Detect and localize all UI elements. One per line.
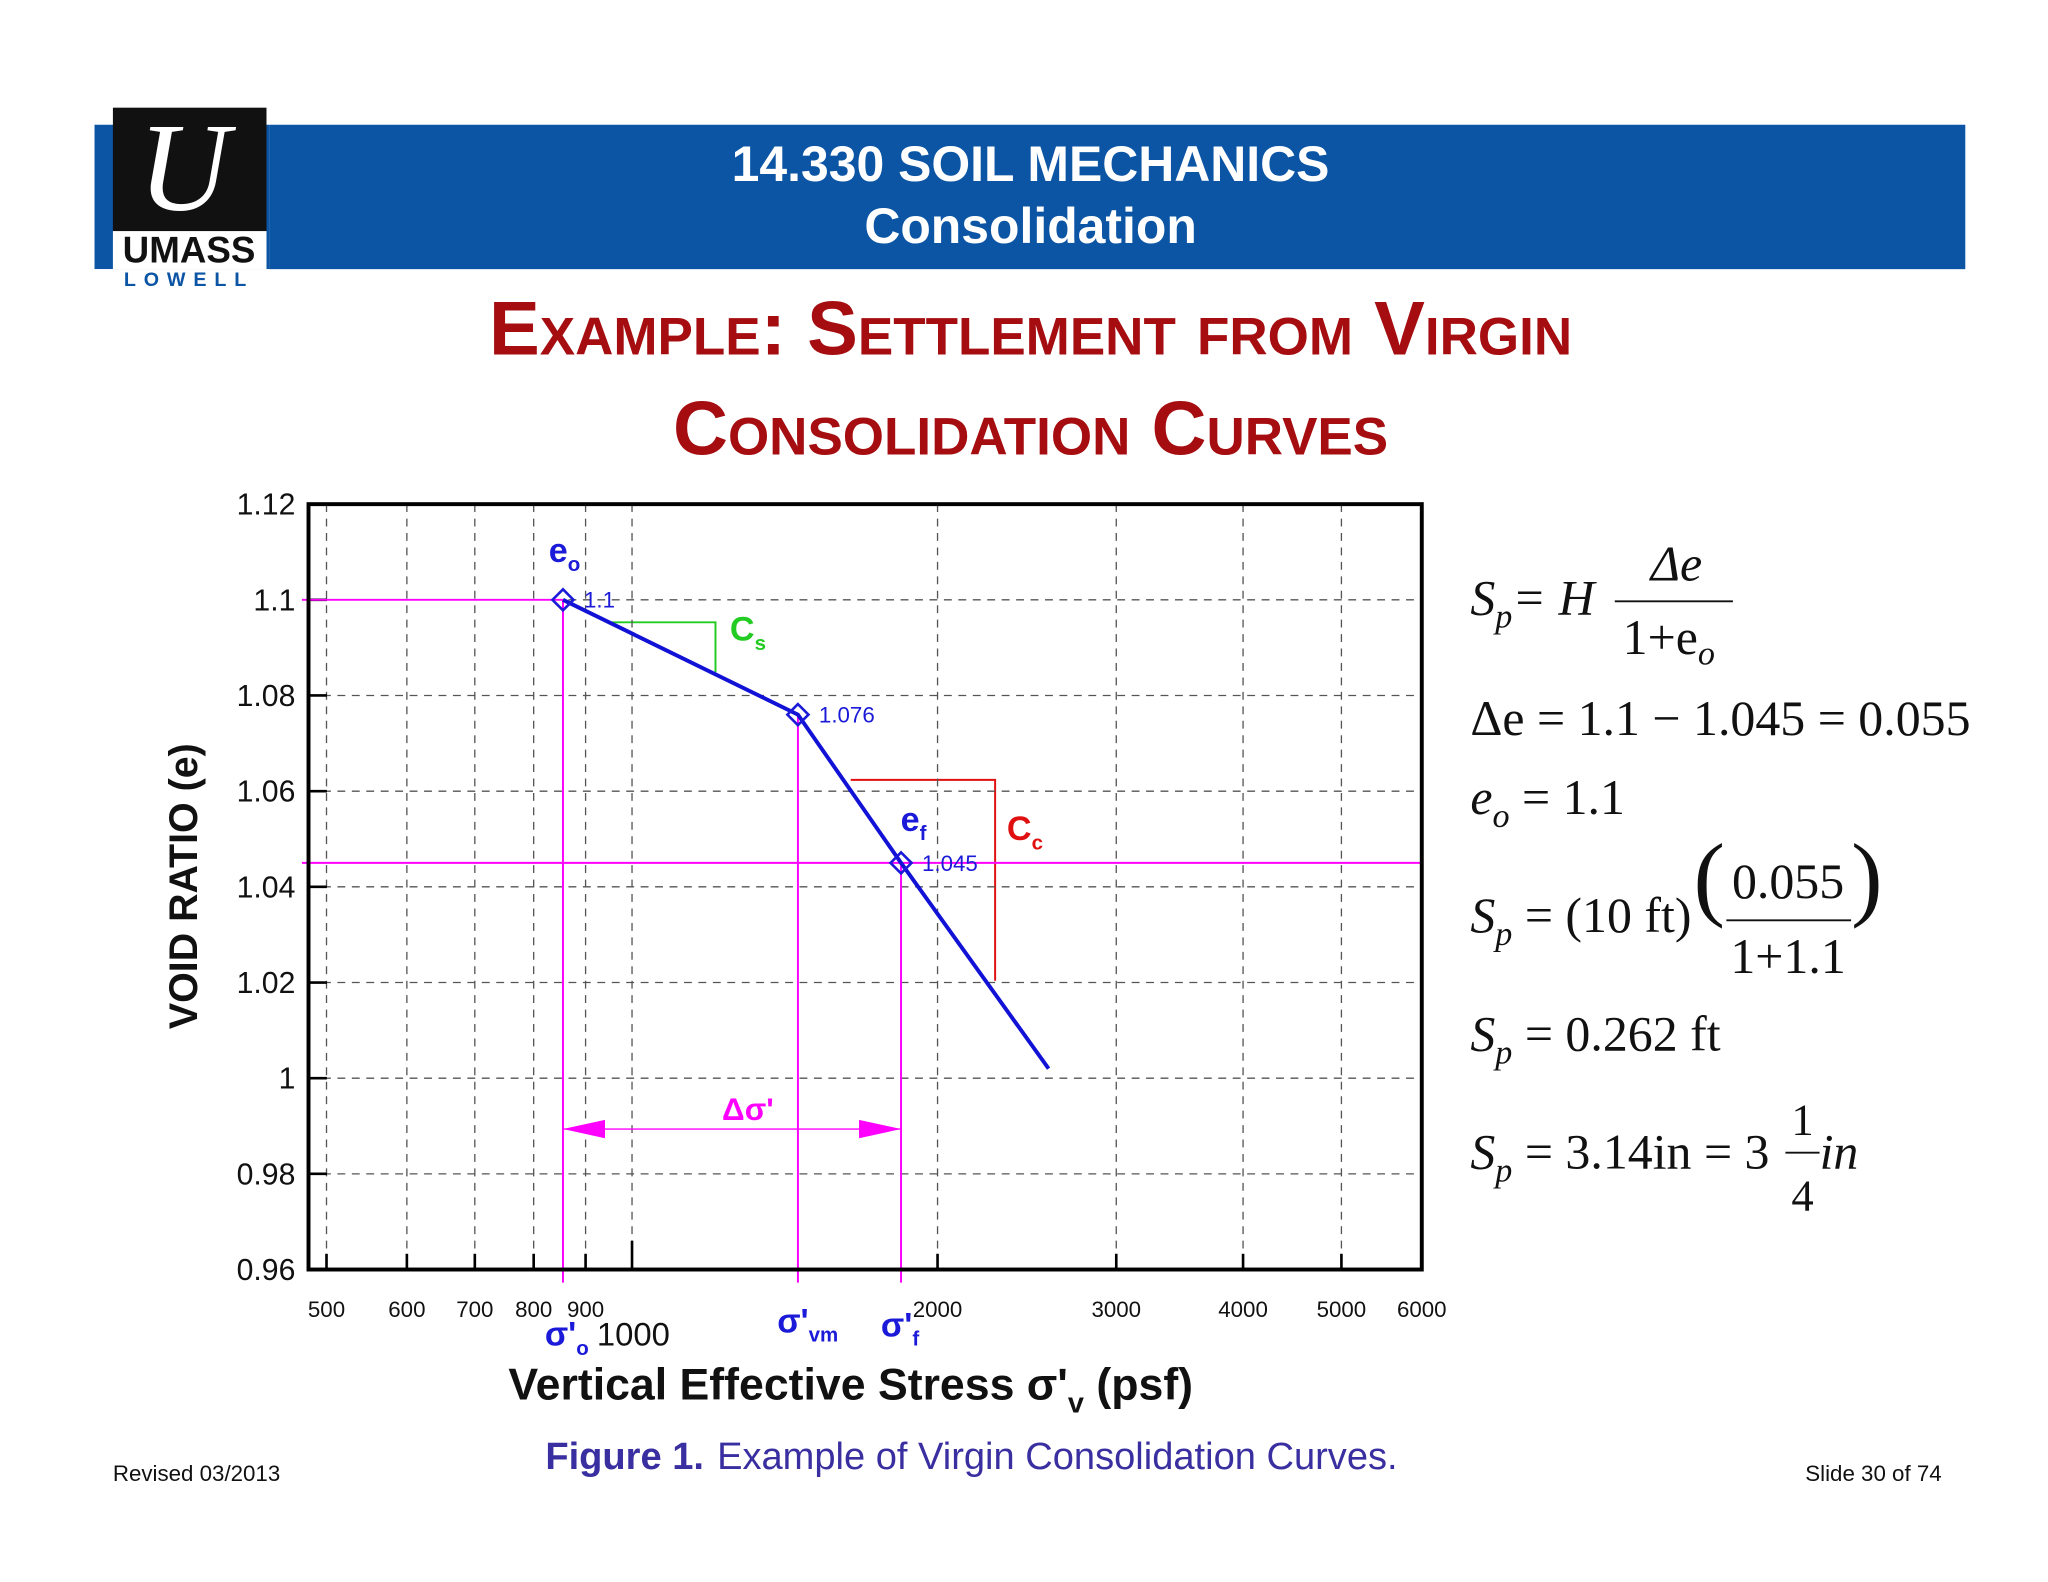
- course-title: 14.330 SOIL MECHANICS: [732, 136, 1330, 192]
- annotation-sub: s: [755, 632, 766, 655]
- logo-text-bg: [112, 231, 267, 270]
- x-tick-label: 500: [308, 1297, 345, 1322]
- paren: ): [1851, 825, 1882, 929]
- course-topic: Consolidation: [864, 198, 1196, 254]
- equation-unit: in: [1820, 1124, 1859, 1179]
- equation-denominator: 1+eo: [1623, 610, 1715, 673]
- annotation-sub: o: [576, 1337, 589, 1360]
- logo-bottom: LOWELL: [124, 269, 254, 291]
- y-tick-label: 0.96: [237, 1254, 296, 1287]
- y-tick-label: 1.08: [237, 680, 296, 713]
- equation: Sp = 0.262 ft: [1470, 1006, 1720, 1071]
- x-tick-label: 800: [515, 1297, 552, 1322]
- slide-title-line1: Example: Settlement from Virgin: [489, 286, 1572, 371]
- logo-bottom-bg: [94, 269, 270, 291]
- x-tick-label: 700: [456, 1297, 493, 1322]
- plot-frame: [306, 502, 1424, 1272]
- y-axis-label: VOID RATIO (e): [162, 743, 206, 1029]
- equation-numerator: Δe: [1649, 536, 1702, 591]
- curve: [562, 598, 1051, 1070]
- point-label: 1.045: [922, 851, 978, 876]
- x-tick-label: 2000: [913, 1297, 963, 1322]
- annotation-text: C: [1007, 810, 1032, 848]
- equation: Sp = 3.14in = 3: [1470, 1124, 1769, 1189]
- annotation: σ'vm: [777, 1303, 838, 1347]
- point-marker: [888, 850, 914, 876]
- y-tick-label: 1.1: [253, 584, 295, 617]
- annotation: σ'f: [881, 1306, 919, 1350]
- x-tick-label: 5000: [1317, 1297, 1367, 1322]
- x-tick-label: 3000: [1091, 1297, 1141, 1322]
- x-tick-label: 900: [567, 1297, 604, 1322]
- equation: Sp = (10 ft): [1470, 888, 1691, 953]
- x-axis-label-part: v: [1068, 1388, 1084, 1420]
- footer-slide: Slide 30 of 74: [1805, 1461, 1941, 1486]
- equation-numerator: 1: [1791, 1094, 1813, 1144]
- paren: (: [1694, 825, 1725, 929]
- equation-numerator: 0.055: [1732, 854, 1844, 909]
- x-tick-label: 4000: [1218, 1297, 1268, 1322]
- y-tick-label: 1: [279, 1063, 296, 1096]
- annotation: Cc: [1007, 810, 1043, 854]
- annotation-sub: vm: [809, 1324, 839, 1347]
- point-marker: [550, 587, 576, 613]
- y-tick-label: 1.12: [237, 489, 296, 522]
- annotation-sub: f: [920, 822, 927, 845]
- slide-title-line2: Consolidation Curves: [673, 386, 1388, 471]
- x-tick-label: 6000: [1397, 1297, 1447, 1322]
- y-tick-label: 1.04: [237, 871, 296, 904]
- annotation-text: σ': [881, 1306, 912, 1344]
- annotation-sub: o: [568, 553, 581, 576]
- arrow-head: [859, 1119, 902, 1139]
- x-axis-label-part: (psf): [1084, 1360, 1193, 1409]
- y-tick-label: 0.98: [237, 1158, 296, 1191]
- equation: Δe = 1.1 − 1.045 = 0.055: [1470, 691, 1970, 746]
- cs-triangle: [611, 621, 717, 673]
- x-axis-label-part: Vertical Effective Stress σ': [508, 1360, 1068, 1409]
- point-label: 1.1: [584, 588, 615, 613]
- equation: eo = 1.1: [1470, 770, 1625, 835]
- annotation: σ'o: [545, 1316, 589, 1360]
- annotation-text: Δσ': [722, 1091, 774, 1127]
- equation: Sp= H: [1470, 570, 1597, 635]
- annotation-text: σ': [545, 1316, 576, 1354]
- y-tick-label: 1.02: [237, 967, 296, 1000]
- equation-denominator: 4: [1791, 1170, 1813, 1220]
- y-tick-label: 1.06: [237, 776, 296, 809]
- footer-revised: Revised 03/2013: [113, 1461, 280, 1486]
- caption: Figure 1. Example of Virgin Consolidation…: [545, 1436, 1397, 1478]
- annotation-sub: c: [1032, 831, 1043, 854]
- logo-box: [112, 107, 267, 239]
- equation-denominator: 1+1.1: [1730, 929, 1845, 984]
- arrow-head: [562, 1119, 605, 1139]
- annotation: eo: [549, 532, 581, 576]
- annotation: Δσ': [722, 1091, 774, 1127]
- logo-mark: U: [138, 99, 236, 238]
- x-tick-label: 600: [388, 1297, 425, 1322]
- point-marker: [785, 702, 811, 727]
- annotation-text: σ': [777, 1303, 808, 1341]
- annotation-text: C: [730, 611, 755, 649]
- header-bar: [269, 124, 1966, 270]
- annotation: Cs: [730, 611, 766, 655]
- annotation-sub: f: [912, 1328, 919, 1351]
- x-tick-label: 1000: [597, 1316, 670, 1353]
- annotation-text: e: [549, 532, 568, 570]
- point-label: 1.076: [819, 703, 875, 728]
- equations: Sp= H Δe 1+eo Δe = 1.1 − 1.045 = 0.055 e…: [1470, 536, 1970, 1220]
- annotation-text: e: [901, 801, 920, 839]
- annotation: ef: [901, 801, 927, 845]
- cc-triangle: [850, 778, 997, 981]
- x-axis-label: Vertical Effective Stress σ'v (psf): [508, 1360, 1193, 1419]
- logo-top: UMASS: [123, 230, 256, 271]
